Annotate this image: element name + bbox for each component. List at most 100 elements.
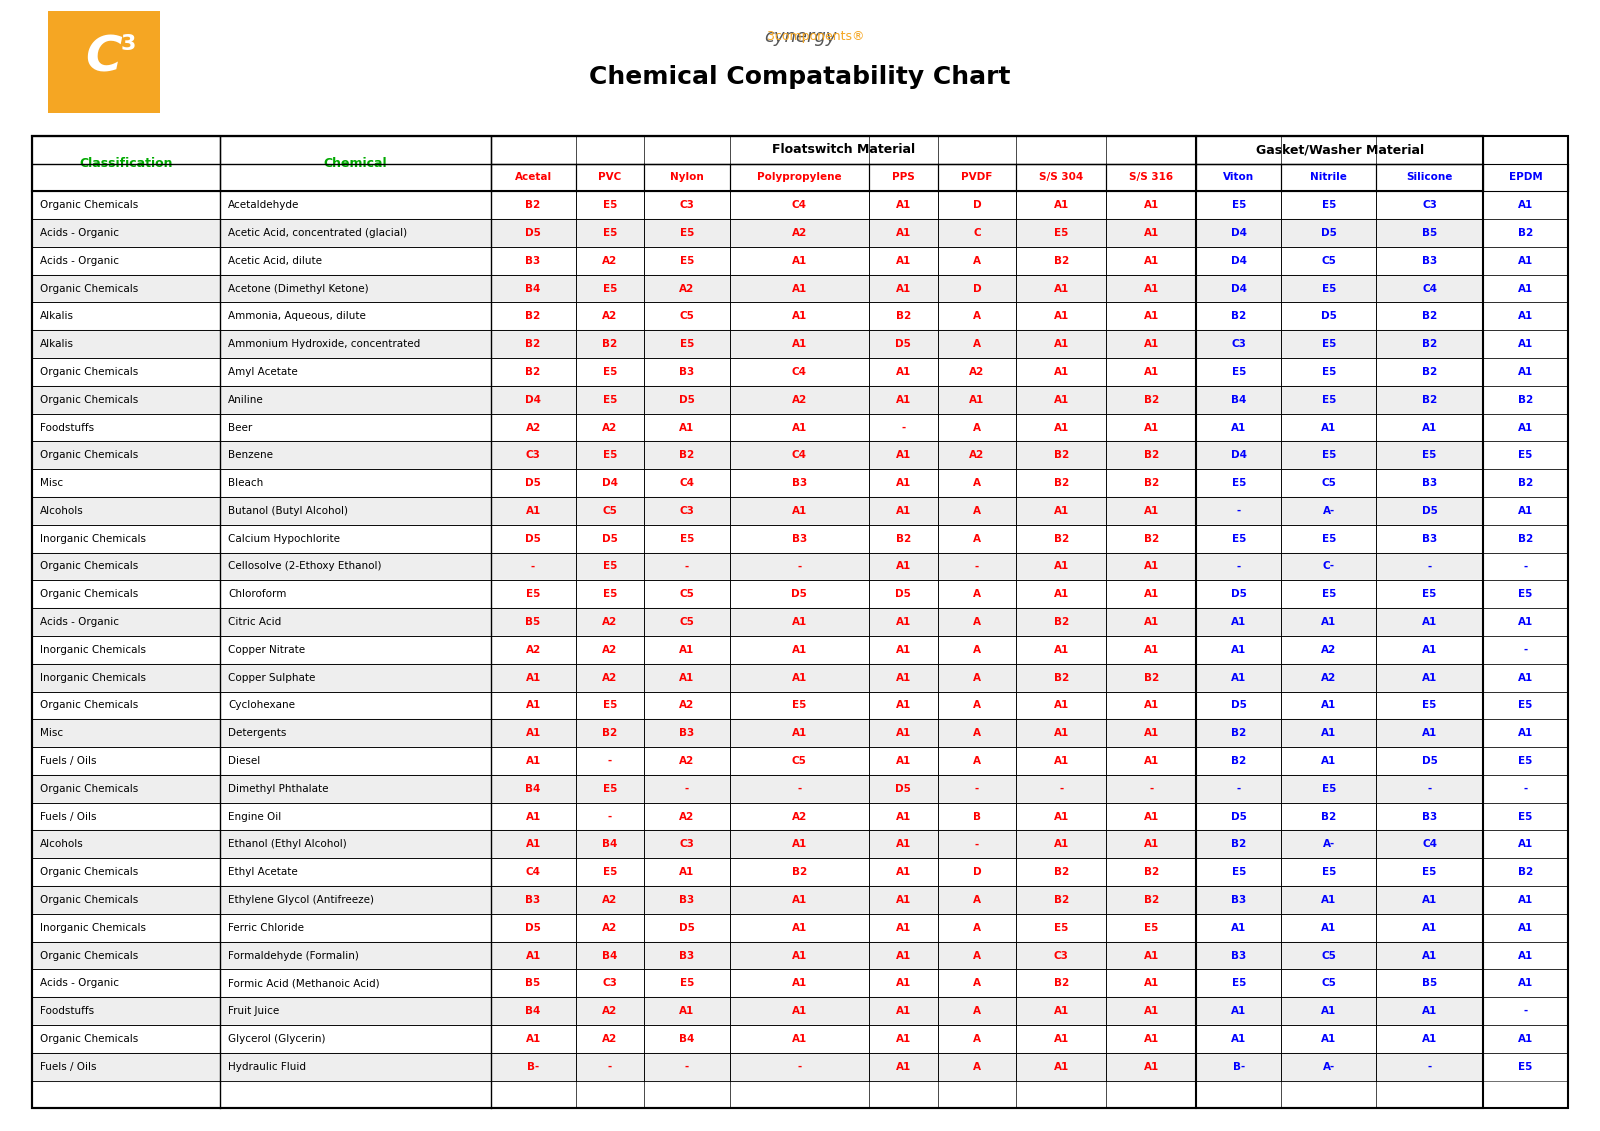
Text: D4: D4: [1230, 228, 1246, 238]
Text: Alkalis: Alkalis: [40, 339, 74, 349]
Bar: [32, 775, 1483, 803]
Bar: [32, 969, 1483, 998]
Text: A1: A1: [1144, 561, 1158, 571]
Text: A1: A1: [896, 728, 910, 739]
Text: Ammonium Hydroxide, concentrated: Ammonium Hydroxide, concentrated: [229, 339, 421, 349]
Text: E5: E5: [603, 700, 618, 710]
Text: Amyl Acetate: Amyl Acetate: [229, 366, 298, 377]
Text: A1: A1: [1518, 923, 1533, 933]
Text: C5: C5: [1322, 478, 1336, 489]
Text: -: -: [685, 1062, 690, 1072]
Text: E5: E5: [1144, 923, 1158, 933]
Text: B3: B3: [1422, 256, 1437, 266]
Text: A-: A-: [1323, 506, 1334, 516]
Text: A1: A1: [1518, 839, 1533, 849]
Bar: [32, 914, 1483, 942]
Text: -: -: [1427, 784, 1432, 794]
Text: Organic Chemicals: Organic Chemicals: [40, 700, 138, 710]
Text: -: -: [797, 784, 802, 794]
Text: A: A: [973, 950, 981, 960]
Text: B4: B4: [602, 839, 618, 849]
Text: A2: A2: [970, 366, 984, 377]
Text: Hydraulic Fluid: Hydraulic Fluid: [229, 1062, 306, 1072]
Text: D5: D5: [525, 478, 541, 489]
Text: -: -: [1523, 1007, 1528, 1016]
Text: D5: D5: [1322, 228, 1338, 238]
Text: A1: A1: [896, 756, 910, 766]
Text: Organic Chemicals: Organic Chemicals: [40, 366, 138, 377]
Text: A: A: [973, 1007, 981, 1016]
Text: A1: A1: [896, 366, 910, 377]
Bar: [32, 858, 1483, 886]
Text: -: -: [1237, 506, 1242, 516]
Bar: [938, 164, 1016, 191]
Text: Formic Acid (Methanoic Acid): Formic Acid (Methanoic Acid): [229, 978, 379, 988]
Text: B: B: [973, 812, 981, 821]
Text: PVDF: PVDF: [962, 172, 992, 182]
Bar: [32, 247, 1483, 275]
Text: Cellosolve (2-Ethoxy Ethanol): Cellosolve (2-Ethoxy Ethanol): [229, 561, 382, 571]
Bar: [32, 441, 1483, 469]
Text: A1: A1: [1322, 700, 1336, 710]
Text: E5: E5: [680, 339, 694, 349]
Text: C3: C3: [680, 839, 694, 849]
Text: B2: B2: [1518, 534, 1533, 544]
Text: A1: A1: [525, 812, 541, 821]
Text: A-: A-: [1323, 1062, 1334, 1072]
Text: E5: E5: [1054, 228, 1069, 238]
Text: Fuels / Oils: Fuels / Oils: [40, 1062, 96, 1072]
Text: A1: A1: [1232, 645, 1246, 655]
Text: Ethanol (Ethyl Alcohol): Ethanol (Ethyl Alcohol): [229, 839, 347, 849]
Bar: [32, 414, 1483, 441]
Text: A1: A1: [1053, 812, 1069, 821]
Text: B4: B4: [1230, 395, 1246, 405]
Text: A2: A2: [792, 395, 806, 405]
Text: A1: A1: [1518, 200, 1533, 210]
Text: Organic Chemicals: Organic Chemicals: [40, 867, 138, 878]
Text: C5: C5: [680, 589, 694, 599]
Text: B3: B3: [1422, 812, 1437, 821]
Text: A-: A-: [1323, 839, 1334, 849]
Text: A1: A1: [792, 978, 806, 988]
Bar: [32, 191, 1483, 219]
Text: E5: E5: [603, 589, 618, 599]
Text: A1: A1: [896, 700, 910, 710]
Text: Benzene: Benzene: [229, 450, 274, 460]
Text: E5: E5: [1518, 1062, 1533, 1072]
Text: Foodstuffs: Foodstuffs: [40, 1007, 94, 1016]
Text: A1: A1: [896, 645, 910, 655]
Text: E5: E5: [1518, 756, 1533, 766]
Text: A1: A1: [1144, 423, 1158, 432]
Text: B2: B2: [1144, 450, 1158, 460]
Text: Polypropylene: Polypropylene: [757, 172, 842, 182]
Text: E5: E5: [1232, 867, 1246, 878]
Bar: [491, 136, 1197, 164]
Text: E5: E5: [603, 395, 618, 405]
Text: Formaldehyde (Formalin): Formaldehyde (Formalin): [229, 950, 358, 960]
Text: A1: A1: [1518, 506, 1533, 516]
Text: A1: A1: [1144, 1062, 1158, 1072]
Text: A1: A1: [1144, 950, 1158, 960]
Bar: [491, 164, 576, 191]
Text: D5: D5: [792, 589, 806, 599]
Text: -: -: [1427, 1062, 1432, 1072]
Text: A1: A1: [896, 450, 910, 460]
Text: B2: B2: [1053, 978, 1069, 988]
Text: A1: A1: [1322, 1034, 1336, 1044]
Text: A1: A1: [896, 478, 910, 489]
Text: B5: B5: [1422, 228, 1437, 238]
Text: E5: E5: [603, 200, 618, 210]
Text: Fruit Juice: Fruit Juice: [229, 1007, 280, 1016]
Text: D5: D5: [678, 923, 694, 933]
Text: A2: A2: [1322, 645, 1336, 655]
Text: B4: B4: [525, 784, 541, 794]
Text: 3: 3: [122, 34, 136, 54]
Text: D5: D5: [896, 339, 910, 349]
Text: Ferric Chloride: Ferric Chloride: [229, 923, 304, 933]
Text: A1: A1: [1518, 366, 1533, 377]
Text: E5: E5: [1322, 284, 1336, 294]
Text: Organic Chemicals: Organic Chemicals: [40, 395, 138, 405]
Text: A: A: [973, 673, 981, 683]
Text: A2: A2: [525, 423, 541, 432]
Text: B2: B2: [525, 311, 541, 321]
